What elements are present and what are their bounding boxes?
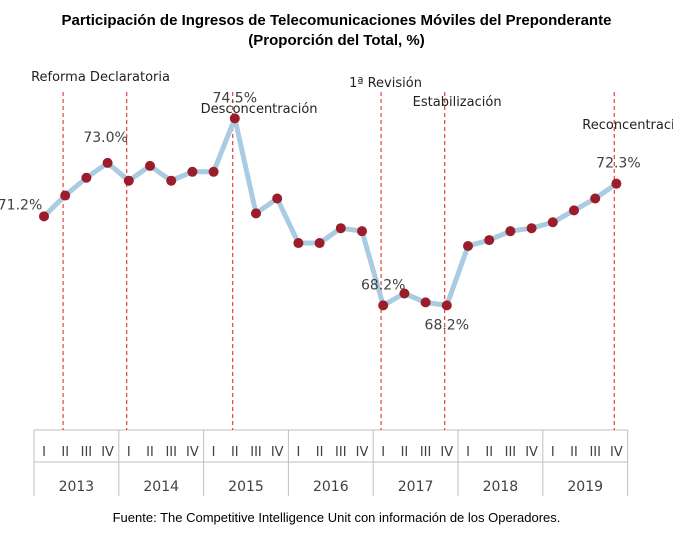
data-point [441, 300, 452, 311]
quarter-tick-label: III [420, 445, 432, 460]
quarter-tick-label: II [231, 445, 239, 460]
quarter-tick-label: I [127, 445, 131, 460]
data-point [145, 160, 155, 171]
data-point [378, 300, 389, 311]
year-tick-label: 2019 [567, 479, 603, 495]
year-tick-label: 2014 [143, 479, 179, 495]
quarter-tick-label: IV [271, 445, 284, 460]
quarter-tick-label: I [296, 445, 300, 460]
quarter-tick-label: I [212, 445, 216, 460]
quarter-tick-label: III [81, 445, 93, 460]
data-label: 68.2% [425, 317, 469, 333]
year-tick-label: 2015 [228, 479, 264, 495]
quarter-tick-label: I [381, 445, 385, 460]
quarter-tick-label: II [401, 445, 409, 460]
data-point [102, 157, 113, 168]
data-point [293, 238, 304, 249]
data-point [399, 288, 410, 299]
source-note: Fuente: The Competitive Intelligence Uni… [112, 510, 561, 525]
quarter-tick-label: I [466, 445, 470, 460]
quarter-tick-label: III [505, 445, 517, 460]
data-label: 74.5% [213, 90, 257, 106]
year-tick-label: 2013 [59, 479, 95, 495]
quarter-tick-label: IV [610, 445, 623, 460]
data-point [335, 223, 346, 234]
chart-title: Participación de Ingresos de Telecomunic… [61, 12, 612, 29]
quarter-tick-label: III [335, 445, 347, 460]
data-point [526, 223, 537, 234]
data-point [505, 226, 516, 237]
data-point [357, 226, 367, 237]
quarter-tick-label: IV [356, 445, 369, 460]
event-label: Estabilización [413, 95, 502, 110]
year-tick-label: 2017 [398, 479, 434, 495]
quarter-tick-label: III [589, 445, 601, 460]
quarter-tick-label: II [146, 445, 154, 460]
data-point [314, 238, 325, 249]
data-point [611, 178, 622, 189]
data-point [60, 190, 71, 201]
data-point [39, 211, 49, 222]
data-label: 68.2% [361, 277, 405, 293]
quarter-tick-label: II [61, 445, 69, 460]
data-point [208, 166, 219, 177]
quarter-tick-label: IV [440, 445, 453, 460]
data-point [123, 175, 134, 186]
data-point [229, 113, 240, 124]
data-point [463, 241, 473, 251]
data-label: 71.2% [0, 197, 42, 213]
data-label: 72.3% [596, 156, 640, 172]
event-label: 1ª Revisión [349, 76, 422, 91]
data-point [272, 193, 283, 204]
year-tick-label: 2016 [313, 479, 349, 495]
quarter-tick-label: II [570, 445, 578, 460]
data-point [547, 217, 558, 228]
series-line [41, 115, 619, 308]
event-label: Reconcentración [582, 118, 673, 133]
event-label: Reforma Declaratoria [31, 70, 170, 85]
data-point [569, 205, 579, 216]
data-point [420, 297, 431, 308]
data-point [187, 166, 198, 177]
data-point [81, 172, 92, 183]
quarter-tick-label: IV [525, 445, 538, 460]
data-point [590, 193, 601, 204]
quarter-tick-label: II [485, 445, 493, 460]
year-tick-label: 2018 [483, 479, 519, 495]
quarter-tick-label: I [551, 445, 555, 460]
quarter-tick-label: III [250, 445, 262, 460]
event-label: Desconcentración [201, 102, 318, 117]
data-point [251, 208, 261, 219]
data-point [166, 175, 177, 186]
chart-subtitle: (Proporción del Total, %) [248, 32, 425, 49]
quarter-tick-label: IV [101, 445, 114, 460]
data-point [484, 235, 495, 246]
quarter-tick-label: IV [186, 445, 199, 460]
data-label: 73.0% [83, 130, 127, 146]
quarter-tick-label: I [42, 445, 46, 460]
quarter-tick-label: III [165, 445, 177, 460]
quarter-tick-label: II [316, 445, 324, 460]
